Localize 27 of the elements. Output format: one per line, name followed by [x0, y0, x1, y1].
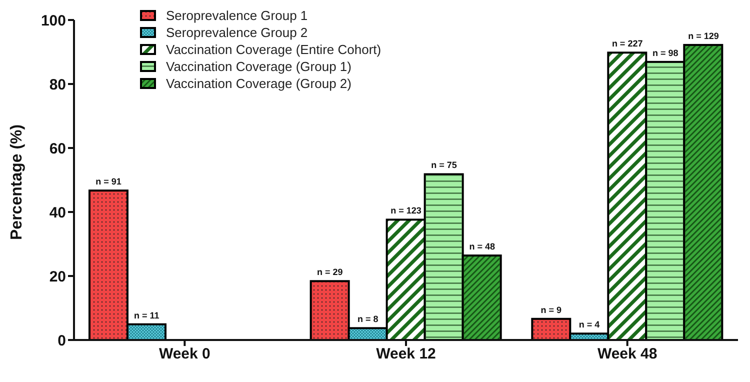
annotation: n = 98 [652, 48, 678, 58]
annotation: n = 123 [390, 206, 422, 216]
legend-label: Seroprevalence Group 1 [166, 8, 308, 23]
legend-label: Seroprevalence Group 2 [166, 25, 308, 40]
y-tick-label: 100 [40, 12, 66, 30]
annotation: n = 129 [688, 30, 719, 41]
annotation: n = 11 [134, 310, 160, 320]
x-tick-label: Week 0 [158, 346, 210, 363]
y-tick-label: 20 [49, 268, 66, 286]
y-tick-label: 60 [49, 140, 66, 158]
legend-label: Vaccination Coverage (Group 1) [166, 59, 352, 74]
annotation: n = 48 [469, 242, 496, 252]
annotation: n = 8 [358, 314, 378, 324]
annotation: n = 4 [578, 320, 600, 330]
annotation: n = 9 [540, 304, 562, 315]
legend-label: Vaccination Coverage (Group 2) [166, 76, 352, 91]
annotation: n = 227 [612, 38, 643, 49]
annotation: n = 91 [96, 176, 122, 187]
y-tick-label: 80 [49, 76, 66, 94]
legend-label: Vaccination Coverage (Entire Cohort) [166, 42, 382, 57]
x-tick-label: Week 12 [376, 346, 436, 363]
annotation: n = 29 [316, 267, 343, 278]
y-tick-label: 0 [58, 332, 66, 350]
y-axis-title: Percentage (%) [8, 124, 26, 240]
x-tick-label: Week 48 [597, 346, 658, 363]
annotation: n = 75 [431, 160, 457, 170]
y-tick-label: 40 [49, 204, 66, 222]
